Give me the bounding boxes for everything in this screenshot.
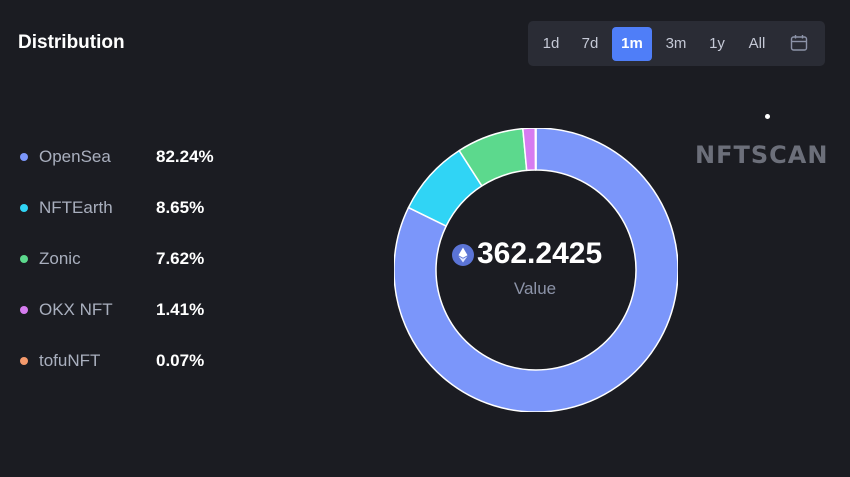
nftscan-watermark: NFTSCAN [695, 141, 829, 169]
range-button-all[interactable]: All [748, 35, 766, 52]
legend-item-tofunft[interactable]: tofuNFT 0.07% [18, 348, 278, 372]
legend-swatch [20, 357, 28, 365]
range-button-1m[interactable]: 1m [612, 27, 652, 61]
range-button-3m[interactable]: 3m [665, 35, 687, 52]
center-value-group: 362.2425 [452, 237, 642, 277]
total-value-label: Value [513, 279, 557, 298]
legend-percentage: 0.07% [156, 351, 205, 370]
legend-swatch [20, 306, 28, 314]
legend-percentage: 82.24% [156, 147, 214, 166]
legend-swatch [20, 255, 28, 263]
legend-swatch [20, 204, 28, 212]
donut-slice-opensea[interactable] [394, 128, 678, 412]
donut-slice-tofunft[interactable] [534, 128, 537, 171]
legend-swatch [20, 153, 28, 161]
legend-percentage: 7.62% [156, 249, 205, 268]
range-button-7d[interactable]: 7d [581, 35, 599, 52]
total-value: 362.2425 [477, 237, 603, 270]
calendar-icon[interactable] [790, 34, 808, 52]
legend-item-opensea[interactable]: OpenSea 82.24% [18, 144, 278, 168]
legend-label: OKX NFT [39, 300, 113, 319]
donut-chart [394, 128, 678, 412]
watermark-dot [765, 114, 770, 119]
range-button-1y[interactable]: 1y [709, 35, 725, 52]
legend-percentage: 8.65% [156, 198, 205, 217]
legend-label: OpenSea [39, 147, 111, 166]
legend-label: Zonic [39, 249, 81, 268]
range-button-1d[interactable]: 1d [542, 35, 560, 52]
legend-item-okx-nft[interactable]: OKX NFT 1.41% [18, 297, 278, 321]
legend-item-zonic[interactable]: Zonic 7.62% [18, 246, 278, 270]
legend-label: NFTEarth [39, 198, 113, 217]
card-title: Distribution [18, 32, 125, 53]
ethereum-icon [452, 244, 474, 266]
legend-percentage: 1.41% [156, 300, 205, 319]
legend-item-nftearth[interactable]: NFTEarth 8.65% [18, 195, 278, 219]
time-range-selector: 1d 7d 1m 3m 1y All [528, 21, 825, 66]
legend-label: tofuNFT [39, 351, 101, 370]
